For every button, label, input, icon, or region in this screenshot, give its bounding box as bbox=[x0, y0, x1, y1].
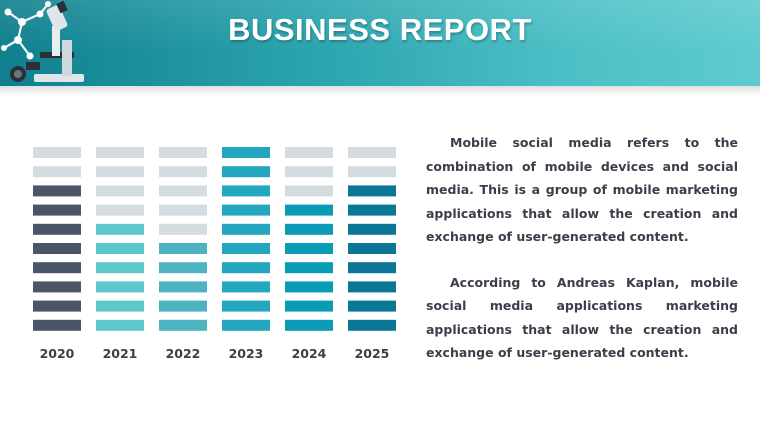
bar-segment-filled bbox=[285, 204, 333, 216]
bar-segment-filled bbox=[96, 262, 144, 274]
bar-segment-empty bbox=[348, 147, 396, 158]
bar-segment-filled bbox=[96, 223, 144, 235]
x-tick-label: 2024 bbox=[292, 346, 327, 361]
bar-segment-filled bbox=[33, 262, 81, 274]
bar-segment-filled bbox=[348, 204, 396, 216]
bar-segment-empty bbox=[33, 166, 81, 178]
bar-segment-empty bbox=[285, 147, 333, 158]
x-tick-label: 2023 bbox=[229, 346, 264, 361]
header-shadow bbox=[0, 86, 760, 96]
bar-segment-empty bbox=[285, 166, 333, 178]
bar-segment-filled bbox=[285, 300, 333, 312]
bar-segment-filled bbox=[33, 185, 81, 197]
page-title: BUSINESS REPORT bbox=[228, 12, 532, 47]
x-tick-label: 2021 bbox=[103, 346, 138, 361]
bar-segment-filled bbox=[348, 243, 396, 254]
bar-segment-filled bbox=[222, 243, 270, 254]
bar-segment-filled bbox=[33, 204, 81, 216]
bar-segment-empty bbox=[96, 166, 144, 178]
bar-segment-filled bbox=[285, 319, 333, 331]
bar-segment-filled bbox=[96, 319, 144, 331]
text-column: Mobile social media refers to the combin… bbox=[426, 131, 738, 365]
bar-segment-empty bbox=[33, 147, 81, 158]
microscope-illustration-icon bbox=[1, 0, 84, 82]
bar-segment-filled bbox=[348, 223, 396, 235]
bar-segment-filled bbox=[159, 262, 207, 274]
bar-segment-filled bbox=[159, 243, 207, 254]
bar-segment-filled bbox=[33, 300, 81, 312]
bar-segment-filled bbox=[159, 281, 207, 293]
bar-segment-filled bbox=[222, 185, 270, 197]
bar-segment-empty bbox=[159, 147, 207, 158]
bar-segment-filled bbox=[222, 281, 270, 293]
bar-segment-empty bbox=[159, 185, 207, 197]
bar-segment-empty bbox=[348, 166, 396, 178]
bar-segment-filled bbox=[222, 262, 270, 274]
bar-segment-filled bbox=[222, 223, 270, 235]
bar-segment-empty bbox=[159, 223, 207, 235]
bar-segment-filled bbox=[222, 147, 270, 158]
bar-segment-empty bbox=[96, 147, 144, 158]
bar-segment-filled bbox=[285, 223, 333, 235]
bar-segment-filled bbox=[96, 300, 144, 312]
bar-segment-filled bbox=[348, 319, 396, 331]
bar-segment-empty bbox=[96, 204, 144, 216]
paragraph-mobile-social-media: Mobile social media refers to the combin… bbox=[426, 135, 738, 244]
header-banner: BUSINESS REPORT bbox=[0, 0, 760, 86]
header-shine bbox=[0, 0, 760, 86]
bar-segment-filled bbox=[96, 281, 144, 293]
x-tick-label: 2022 bbox=[166, 346, 201, 361]
bar-segment-filled bbox=[285, 262, 333, 274]
bar-segment-empty bbox=[159, 204, 207, 216]
year-segment-chart: 2020 2021 2022 2023 2024 2025 bbox=[33, 147, 396, 361]
bar-segment-filled bbox=[285, 281, 333, 293]
paragraph-kaplan: According to Andreas Kaplan, mobile soci… bbox=[426, 274, 738, 361]
bar-segment-filled bbox=[348, 262, 396, 274]
bar-segment-empty bbox=[285, 185, 333, 197]
bar-segment-empty bbox=[159, 166, 207, 178]
bar-segment-filled bbox=[159, 300, 207, 312]
bar-segment-filled bbox=[33, 223, 81, 235]
x-tick-label: 2025 bbox=[355, 346, 390, 361]
x-tick-label: 2020 bbox=[40, 346, 75, 361]
bar-segment-filled bbox=[222, 204, 270, 216]
bar-segment-filled bbox=[222, 166, 270, 178]
bar-segment-filled bbox=[159, 319, 207, 331]
bar-segment-filled bbox=[222, 319, 270, 331]
bar-segment-filled bbox=[348, 300, 396, 312]
bar-segment-empty bbox=[96, 185, 144, 197]
bar-segment-filled bbox=[33, 319, 81, 331]
bar-segment-filled bbox=[33, 281, 81, 293]
bar-segment-filled bbox=[348, 281, 396, 293]
bar-segment-filled bbox=[348, 185, 396, 197]
bar-segment-filled bbox=[33, 243, 81, 254]
bar-segment-filled bbox=[96, 243, 144, 254]
bar-segment-filled bbox=[285, 243, 333, 254]
bar-segment-filled bbox=[222, 300, 270, 312]
